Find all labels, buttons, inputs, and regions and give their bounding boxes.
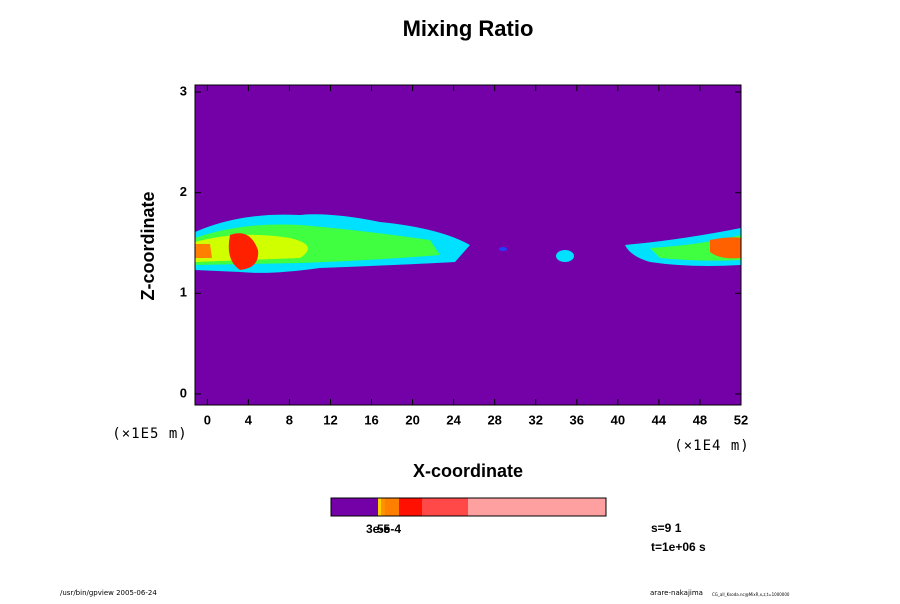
x-tick-label: 28 [487, 412, 501, 427]
field [195, 214, 741, 273]
x-axis-label: X-coordinate [413, 461, 523, 481]
field-band [195, 244, 212, 258]
y-tick-label: 2 [180, 184, 187, 199]
colorbar-segment [331, 498, 378, 516]
colorbar-frame [330, 497, 607, 517]
y-tick-label: 3 [180, 83, 187, 98]
x-tick-label: 40 [611, 412, 625, 427]
colorbar-segment [385, 498, 399, 516]
x-tick-label: 16 [364, 412, 378, 427]
y-tick-label: 1 [180, 285, 187, 300]
y-tick-label: 0 [180, 385, 187, 400]
plot-frame [194, 84, 742, 406]
colorbar-segment [399, 498, 422, 516]
colorbar-label: 5e-4 [377, 522, 401, 536]
x-tick-label: 12 [323, 412, 337, 427]
x-tick-label: 48 [693, 412, 707, 427]
y-axis-label: Z-coordinate [138, 191, 158, 300]
field-band [710, 237, 741, 259]
x-tick-label: 32 [529, 412, 543, 427]
x-tick-label: 8 [286, 412, 293, 427]
colorbar-segment [422, 498, 468, 516]
footer-left: /usr/bin/gpview 2005-06-24 [60, 589, 157, 597]
x-tick-label: 52 [734, 412, 748, 427]
field-band [499, 247, 507, 251]
x-tick-label: 4 [245, 412, 253, 427]
x-tick-label: 44 [652, 412, 667, 427]
field-band [556, 250, 574, 262]
x-tick-label: 36 [570, 412, 584, 427]
field-band [228, 233, 259, 270]
x-tick-label: 24 [446, 412, 461, 427]
note: s=9 1 [651, 521, 682, 535]
x-tick-label: 20 [405, 412, 419, 427]
footer-right-small: CG_all_Ksoda.nc@MixR,x,z,t=1000000 [712, 592, 790, 597]
note: t=1e+06 s [651, 540, 706, 554]
footer-right: arare-nakajima [650, 589, 703, 597]
colorbar-label: 3e-5 [366, 522, 390, 536]
x-tick-label: 0 [204, 412, 211, 427]
colorbar-segment [378, 498, 381, 516]
chart-title: Mixing Ratio [403, 16, 534, 41]
x-unit-label: (×1E4 m) [674, 438, 749, 454]
colorbar-segment [381, 498, 385, 516]
y-unit-label: (×1E5 m) [112, 426, 187, 442]
colorbar-segment [468, 498, 606, 516]
